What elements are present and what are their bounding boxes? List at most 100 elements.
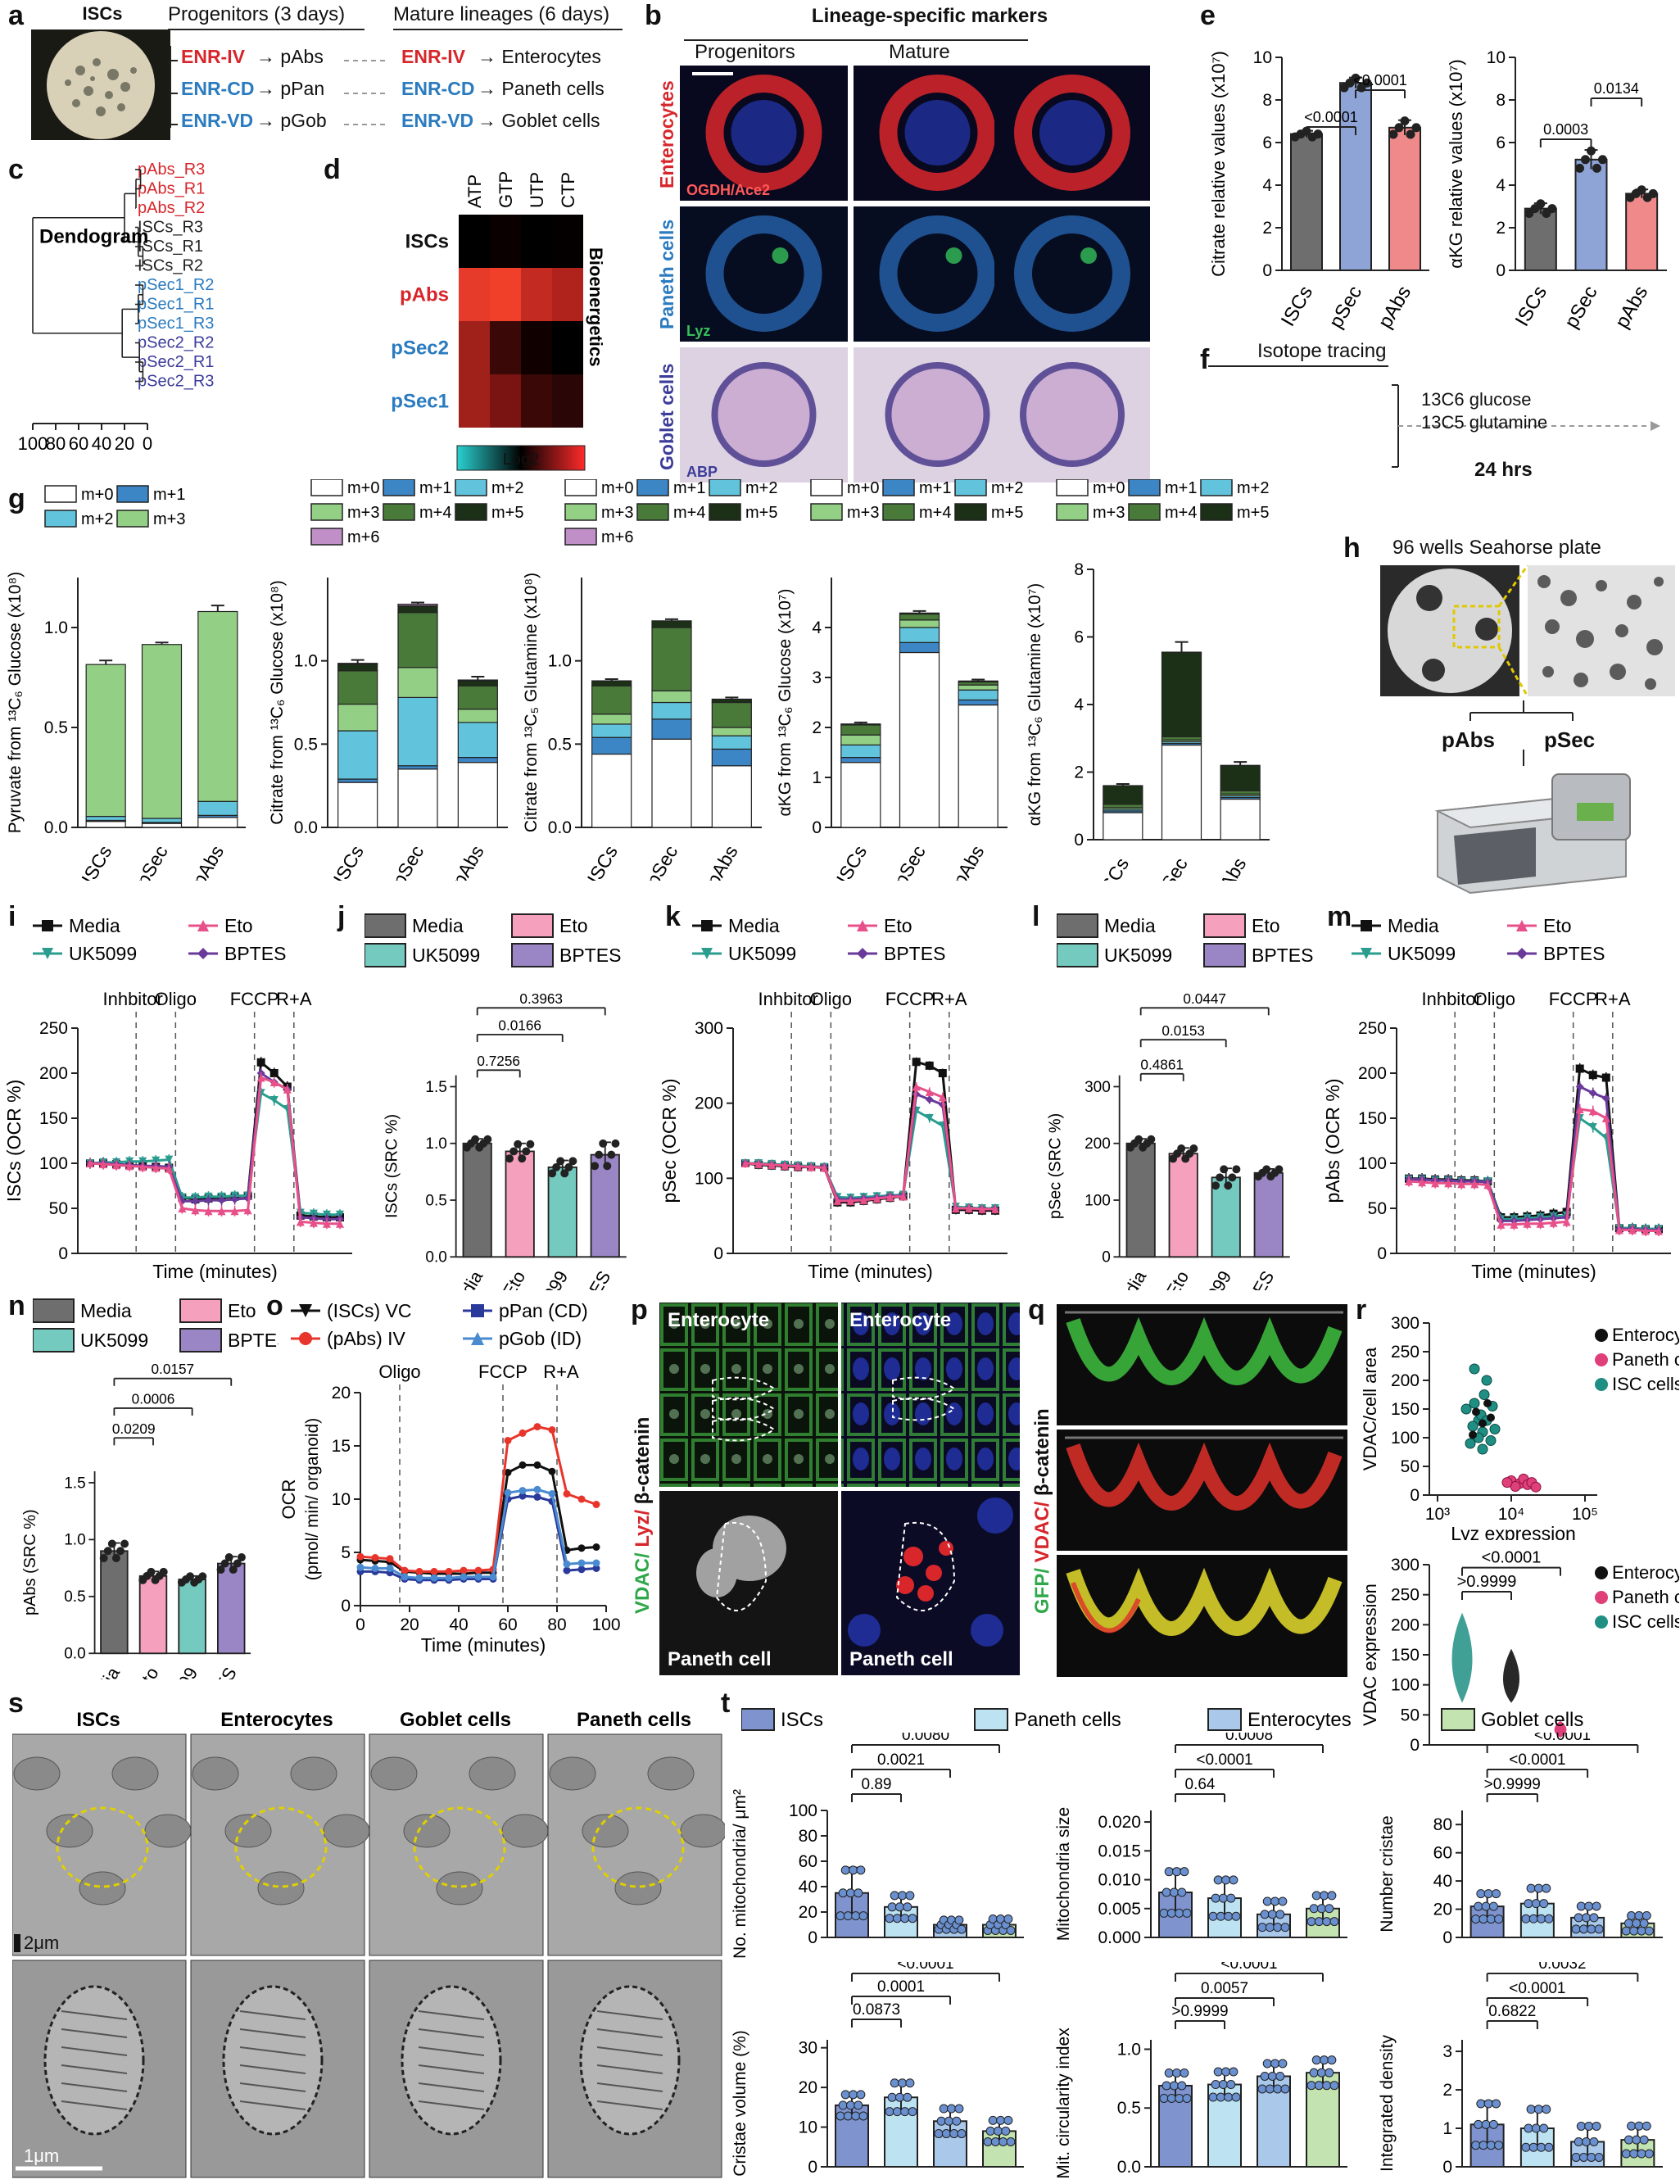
injection-label: R+A (1595, 989, 1631, 1009)
em-cristae (418, 2028, 485, 2038)
cell-ring (705, 75, 822, 191)
data-point (838, 2100, 848, 2110)
data-point (1592, 2121, 1601, 2131)
legend-label: Paneth cells (1612, 1349, 1679, 1370)
stacked-segment (711, 735, 752, 750)
data-point (1634, 1910, 1644, 1920)
y-tick-label: 6 (1074, 628, 1084, 647)
data-point (1528, 1914, 1538, 1923)
marker (833, 1196, 842, 1205)
axis-tick-label: 60 (69, 433, 88, 454)
stacked-segment (958, 704, 998, 828)
legend-swatch (810, 478, 843, 496)
legend-swatch (636, 503, 669, 521)
panel-letter-o: o (266, 1290, 283, 1321)
marker (1614, 1226, 1623, 1235)
data-point (934, 2129, 944, 2139)
x-tick-label: 10⁵ (1572, 1505, 1598, 1524)
x-tick-label: 60 (498, 1615, 517, 1634)
data-point (430, 1574, 438, 1582)
data-point (533, 1493, 541, 1501)
data-point (560, 1169, 569, 1178)
legend-swatch (810, 503, 843, 521)
data-point (1578, 1924, 1588, 1934)
data-point (533, 1423, 541, 1431)
marker (204, 1196, 213, 1205)
stacked-segment (899, 613, 940, 621)
data-point (941, 2129, 951, 2139)
data-point (1216, 1173, 1225, 1182)
em-cell-nucleus (582, 1814, 629, 1848)
marker (872, 1194, 881, 1203)
panel-letter-c: c (8, 154, 24, 185)
ocr-series-line (360, 1425, 597, 1573)
heatmap-side-label: Bioenergetics (586, 247, 606, 367)
legend-label: m+2 (745, 479, 777, 497)
legend-swatch (1595, 1378, 1608, 1391)
legend-label: m+3 (1093, 504, 1125, 522)
y-tick-label: 0.5 (294, 735, 318, 754)
marker (912, 1082, 921, 1091)
data-point (1581, 155, 1590, 165)
progenitor-label: → pPan (256, 78, 325, 99)
y-tick-label: 0 (1442, 1928, 1452, 1947)
data-point (1262, 2059, 1272, 2068)
data-point (1594, 2152, 1604, 2162)
data-point (159, 1567, 168, 1576)
data-point (1001, 2126, 1011, 2136)
data-point (1621, 2149, 1631, 2159)
legend-label: m+0 (81, 486, 113, 504)
data-point (1231, 1911, 1241, 1921)
data-point (1467, 1421, 1478, 1432)
stacked-segment (337, 782, 378, 828)
data-point (1592, 163, 1601, 173)
data-point (111, 1554, 120, 1563)
chart-j-iscs-src: ISCs (SRC %) 0.0 0.5 1.0 1.5 0.7256 0.0166 0.39… (360, 979, 655, 1333)
em-cristae (61, 2082, 128, 2092)
media-label: ENR-VD (401, 110, 474, 131)
chart-l-psec-src: pSec (SRC %) 0 100 200 300 0.4861 0.0153 0.0447… (1024, 979, 1319, 1333)
axis-tick-label: 0 (143, 433, 152, 454)
y-tick-label: 1.5 (64, 1475, 85, 1492)
lyz-granule (945, 247, 962, 264)
legend-j: Media Eto UK5099 BPTES (364, 911, 676, 976)
legend-label: ISCs (781, 1709, 823, 1731)
data-point (1213, 2067, 1223, 2077)
data-point (592, 1565, 600, 1572)
stacked-segment (457, 709, 498, 723)
data-point (611, 1139, 620, 1148)
panel-letter-k: k (665, 901, 681, 932)
marker (977, 1204, 986, 1213)
em-cell-outline (56, 1806, 149, 1888)
marker (754, 1159, 763, 1168)
legend-label: m+2 (81, 510, 113, 528)
data-point (518, 1154, 527, 1163)
em-mitochondrion (401, 1985, 502, 2136)
y-tick-label: 80 (799, 1827, 817, 1846)
em-column-label: Enterocytes (220, 1709, 333, 1731)
data-point (1164, 1867, 1174, 1877)
marker (112, 1161, 121, 1170)
data-point (1162, 1887, 1171, 1897)
data-point (1632, 2135, 1642, 2145)
category-label: Media (82, 1663, 125, 1679)
lyz-granule (1080, 247, 1097, 264)
y-tick-label: 0.5 (44, 718, 68, 737)
cell-ring (1014, 75, 1130, 191)
legend-label: Eto (228, 1300, 256, 1321)
media-label: ENR-IV (401, 46, 465, 67)
data-point (1478, 1914, 1488, 1924)
em-cristae (596, 2010, 663, 2020)
legend-label: BPTES (228, 1330, 278, 1351)
legend-label: m+0 (601, 479, 633, 497)
em-cell-nucleus (647, 1756, 695, 1791)
data-point (988, 2115, 998, 2125)
injection-label: R+A (543, 1362, 579, 1382)
data-point (1587, 146, 1596, 156)
y-axis-label: Cristae volume (%) (731, 2030, 749, 2177)
legend-label: BPTES (1543, 943, 1605, 964)
heatmap-cell (552, 268, 583, 321)
legend-label: UK5099 (80, 1330, 148, 1351)
marker (807, 1162, 816, 1171)
legend-label: pGob (ID) (499, 1328, 582, 1349)
